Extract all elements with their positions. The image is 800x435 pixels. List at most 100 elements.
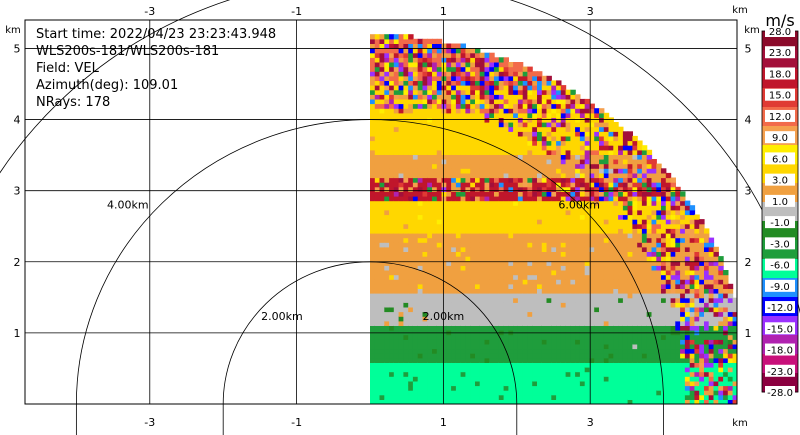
velocity-cell (508, 353, 514, 359)
velocity-cell (541, 223, 548, 229)
velocity-cell (455, 182, 462, 188)
velocity-cell (641, 297, 648, 303)
velocity-cell (694, 357, 700, 363)
velocity-cell (551, 311, 557, 317)
velocity-cell (613, 357, 619, 363)
velocity-cell (551, 362, 557, 368)
velocity-cell (560, 251, 567, 257)
velocity-cell (379, 145, 385, 151)
velocity-cell (613, 348, 619, 354)
velocity-cell (670, 320, 676, 326)
velocity-cell (599, 274, 605, 280)
velocity-cell (589, 297, 595, 303)
velocity-cell (684, 256, 691, 262)
velocity-cell (699, 288, 705, 294)
velocity-cell (479, 145, 486, 151)
velocity-cell (484, 237, 490, 243)
velocity-cell (532, 75, 538, 81)
velocity-cell (470, 177, 476, 183)
velocity-cell (446, 394, 452, 400)
velocity-cell (641, 288, 648, 294)
velocity-cell (723, 390, 729, 396)
velocity-cell (374, 71, 381, 77)
velocity-cell (484, 353, 490, 359)
velocity-cell (680, 362, 686, 368)
velocity-cell (398, 233, 404, 239)
velocity-cell (584, 228, 591, 234)
velocity-cell (374, 233, 381, 239)
velocity-cell (384, 38, 390, 44)
velocity-cell (484, 103, 490, 109)
velocity-cell (637, 380, 643, 387)
velocity-cell (422, 362, 428, 368)
velocity-cell (646, 293, 653, 299)
velocity-cell (622, 149, 629, 155)
velocity-cell (579, 371, 586, 377)
velocity-cell (412, 334, 419, 340)
velocity-cell (513, 306, 519, 313)
velocity-cell (727, 293, 734, 299)
velocity-cell (522, 186, 529, 192)
velocity-cell (599, 306, 605, 313)
velocity-cell (432, 38, 438, 44)
velocity-cell (427, 117, 433, 123)
velocity-cell (560, 117, 567, 123)
velocity-cell (684, 233, 691, 239)
velocity-cell (603, 228, 610, 234)
velocity-cell (522, 191, 529, 197)
velocity-cell (704, 242, 710, 248)
velocity-cell (408, 191, 414, 197)
velocity-cell (489, 394, 495, 400)
velocity-cell (732, 320, 737, 326)
velocity-cell (451, 325, 457, 331)
velocity-cell (665, 242, 672, 248)
velocity-cell (641, 367, 648, 373)
velocity-cell (398, 316, 404, 322)
velocity-cell (661, 172, 667, 179)
velocity-cell (699, 362, 705, 368)
velocity-cell (398, 140, 404, 146)
velocity-cell (641, 186, 648, 192)
velocity-cell (637, 399, 643, 404)
velocity-cell (393, 186, 400, 192)
velocity-cell (641, 200, 648, 206)
velocity-cell (370, 112, 376, 118)
velocity-cell (522, 256, 529, 262)
velocity-cell (417, 348, 424, 354)
velocity-cell (412, 122, 419, 128)
velocity-cell (532, 182, 538, 188)
velocity-cell (503, 172, 509, 179)
velocity-cell (575, 279, 581, 285)
velocity-cell (684, 367, 691, 373)
velocity-cell (470, 390, 476, 396)
velocity-cell (723, 297, 729, 303)
velocity-cell (651, 260, 657, 266)
velocity-cell (661, 237, 667, 243)
velocity-cell (422, 75, 428, 81)
velocity-cell (613, 320, 619, 326)
velocity-cell (613, 371, 619, 377)
velocity-cell (460, 168, 466, 174)
velocity-cell (475, 186, 481, 192)
velocity-cell (455, 168, 462, 174)
velocity-cell (527, 117, 533, 123)
velocity-cell (475, 108, 481, 114)
velocity-cell (641, 228, 648, 234)
velocity-cell (417, 126, 424, 132)
velocity-cell (517, 297, 524, 303)
velocity-cell (546, 98, 552, 105)
velocity-cell (704, 297, 710, 303)
velocity-cell (551, 172, 557, 179)
velocity-cell (374, 94, 381, 100)
velocity-cell (622, 200, 629, 206)
velocity-cell (441, 260, 447, 266)
velocity-cell (532, 297, 538, 303)
velocity-cell (374, 343, 381, 350)
velocity-cell (541, 145, 548, 151)
velocity-cell (393, 251, 400, 257)
velocity-cell (641, 205, 648, 211)
velocity-cell (603, 283, 610, 289)
velocity-cell (432, 159, 438, 165)
velocity-cell (446, 98, 452, 105)
velocity-cell (675, 353, 681, 359)
